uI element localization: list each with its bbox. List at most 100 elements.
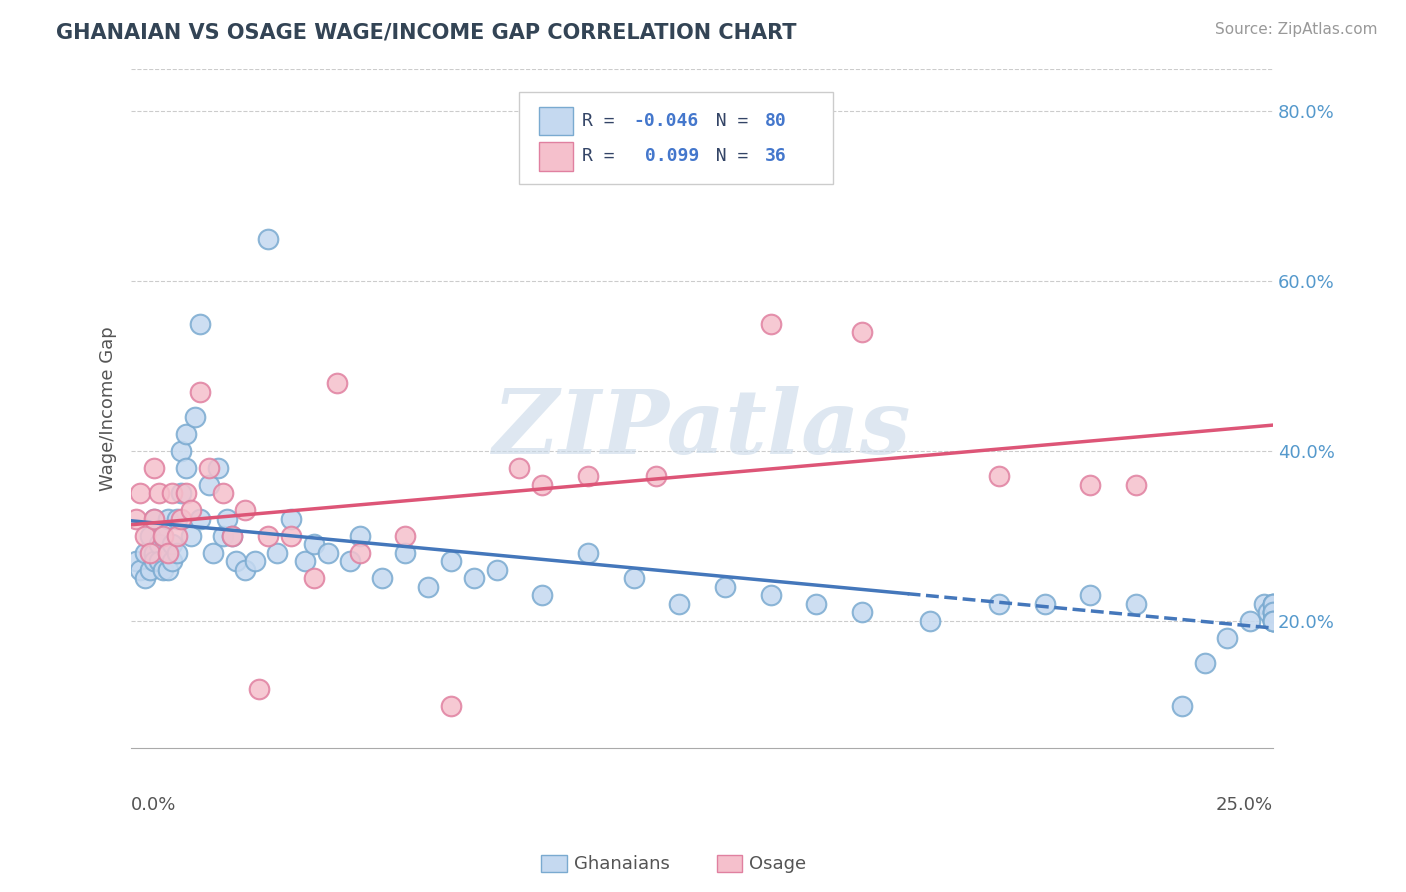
Point <box>988 597 1011 611</box>
Point <box>156 512 179 526</box>
Point <box>1078 478 1101 492</box>
Point <box>125 554 148 568</box>
Text: 0.099: 0.099 <box>634 147 699 165</box>
Point <box>180 503 202 517</box>
Point <box>1253 597 1275 611</box>
Point <box>162 554 184 568</box>
Point <box>152 529 174 543</box>
Point <box>125 512 148 526</box>
Point <box>166 512 188 526</box>
Point <box>143 546 166 560</box>
Point <box>576 546 599 560</box>
Point <box>531 478 554 492</box>
Point <box>266 546 288 560</box>
Point <box>211 529 233 543</box>
Point <box>851 325 873 339</box>
Point <box>1194 657 1216 671</box>
Point <box>302 572 325 586</box>
Point <box>851 606 873 620</box>
Point <box>316 546 339 560</box>
Point <box>148 537 170 551</box>
Point <box>302 537 325 551</box>
Point <box>174 427 197 442</box>
Point <box>152 563 174 577</box>
Point <box>508 461 530 475</box>
Point <box>623 572 645 586</box>
Point <box>225 554 247 568</box>
Point <box>170 486 193 500</box>
Point <box>463 572 485 586</box>
Point <box>394 546 416 560</box>
Point <box>143 554 166 568</box>
Point <box>170 512 193 526</box>
Point <box>349 546 371 560</box>
Text: Osage: Osage <box>749 855 807 873</box>
Bar <box>538 142 574 170</box>
Point <box>1261 597 1284 611</box>
Point <box>1261 597 1284 611</box>
Point <box>143 461 166 475</box>
Point <box>1239 614 1261 628</box>
Point <box>166 529 188 543</box>
Point <box>152 529 174 543</box>
Point <box>280 512 302 526</box>
Point <box>198 478 221 492</box>
Point <box>1170 698 1192 713</box>
Point <box>1078 589 1101 603</box>
Point <box>326 376 349 390</box>
Point <box>221 529 243 543</box>
Point <box>1216 631 1239 645</box>
Point <box>134 546 156 560</box>
Point <box>138 563 160 577</box>
Text: R =: R = <box>582 147 626 165</box>
Point <box>576 469 599 483</box>
Point <box>138 546 160 560</box>
Point <box>156 546 179 560</box>
Point <box>129 486 152 500</box>
Point <box>188 317 211 331</box>
Point <box>371 572 394 586</box>
Point <box>988 469 1011 483</box>
Point <box>162 486 184 500</box>
Point <box>188 512 211 526</box>
Text: R =: R = <box>582 112 626 130</box>
Point <box>174 486 197 500</box>
Point <box>188 384 211 399</box>
Point <box>148 486 170 500</box>
Text: 0.0%: 0.0% <box>131 796 177 814</box>
Point <box>134 572 156 586</box>
Point <box>920 614 942 628</box>
Point <box>235 563 257 577</box>
Text: 36: 36 <box>765 147 787 165</box>
Point <box>1261 614 1284 628</box>
Text: -0.046: -0.046 <box>634 112 699 130</box>
Point <box>166 546 188 560</box>
Point <box>1033 597 1056 611</box>
Point <box>129 563 152 577</box>
Point <box>257 231 280 245</box>
Point <box>1261 606 1284 620</box>
Point <box>714 580 737 594</box>
FancyBboxPatch shape <box>519 92 834 184</box>
Text: ZIPatlas: ZIPatlas <box>494 385 911 472</box>
Point <box>349 529 371 543</box>
Bar <box>538 107 574 136</box>
Point <box>339 554 361 568</box>
Text: 80: 80 <box>765 112 787 130</box>
Point <box>243 554 266 568</box>
Text: Source: ZipAtlas.com: Source: ZipAtlas.com <box>1215 22 1378 37</box>
Point <box>416 580 439 594</box>
Point <box>156 546 179 560</box>
Point <box>156 563 179 577</box>
Point <box>257 529 280 543</box>
Point <box>1261 614 1284 628</box>
Point <box>162 537 184 551</box>
Point <box>184 409 207 424</box>
Point <box>294 554 316 568</box>
Point <box>1261 606 1284 620</box>
Point <box>202 546 225 560</box>
Point <box>180 529 202 543</box>
Point <box>440 554 463 568</box>
Point <box>207 461 229 475</box>
Point <box>148 554 170 568</box>
